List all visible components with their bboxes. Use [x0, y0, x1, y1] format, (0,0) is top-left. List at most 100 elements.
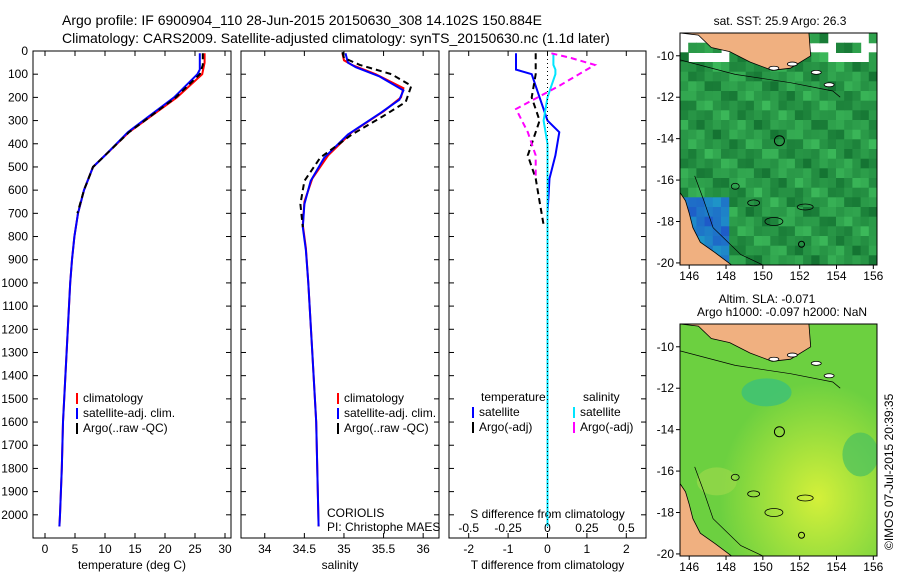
legend-label: climatology — [83, 391, 143, 405]
x-axis-label: salinity — [322, 558, 359, 572]
y-tick-label: 1100 — [2, 299, 28, 313]
legend-label: satellite-adj. clim. — [83, 406, 175, 420]
header-line-1: Argo profile: IF 6900904_110 28-Jun-2015… — [62, 12, 542, 28]
reef-outline — [730, 182, 740, 190]
x-tick-label: 36 — [416, 542, 430, 556]
x-tick-label: 146 — [679, 560, 699, 574]
x-tick-label: 150 — [753, 269, 773, 283]
y-tick-label: 1900 — [1, 485, 28, 499]
x-tick-label: 146 — [679, 269, 699, 283]
y-tick-label: 1200 — [1, 322, 28, 336]
x-tick-label: 5 — [72, 542, 79, 556]
sla-low-patch — [842, 432, 877, 477]
x2-tick-label: -0.25 — [494, 521, 522, 535]
sla-map-title: Altim. SLA: -0.071 — [719, 292, 816, 306]
series-line — [526, 53, 545, 226]
sst-map: sat. SST: 25.9 Argo: 26.3 146 148 150 152 154… — [657, 14, 884, 283]
legend-title-salinity: salinity — [583, 390, 620, 404]
y-tick-label: 800 — [8, 230, 28, 244]
x-tick-label: 2 — [623, 542, 630, 556]
salinity-chart: 34 34.5 35 35.5 36 salinity climatologysatelli… — [240, 50, 440, 572]
x-tick-label: -2 — [463, 542, 474, 556]
sla-high-patch — [696, 467, 737, 496]
x-tick-label: 1 — [584, 542, 591, 556]
depth-contour — [694, 175, 764, 265]
land-australia — [680, 482, 733, 556]
y-tick-label: -14 — [657, 423, 675, 437]
x-tick-label: 15 — [128, 542, 142, 556]
reef-outline — [747, 490, 761, 498]
x-tick-label: 35.5 — [372, 542, 396, 556]
y-tick-label: -10 — [657, 49, 675, 63]
y-tick-label: 100 — [8, 67, 28, 81]
x-tick-label: 35 — [337, 542, 351, 556]
island — [823, 82, 835, 88]
y-tick-label: 2000 — [1, 508, 28, 522]
y-tick-label: 1500 — [1, 392, 28, 406]
x-tick-label: 156 — [863, 560, 883, 574]
y-tick-label: 600 — [8, 183, 28, 197]
plot-frame — [240, 50, 440, 539]
x-axis-label: T difference from climatology — [471, 558, 625, 572]
argo-position-marker — [798, 240, 806, 248]
reef-outline — [764, 217, 784, 226]
header-line-2: Climatology: CARS2009. Satellite-adjuste… — [62, 30, 610, 46]
x-tick-label: 10 — [98, 542, 112, 556]
y-tick-label: -16 — [657, 173, 675, 187]
island — [823, 373, 835, 379]
legend-label: climatology — [344, 391, 404, 405]
island — [786, 61, 798, 67]
y-tick-label: 1400 — [1, 369, 28, 383]
land-australia — [680, 191, 733, 265]
legend-label: satellite — [479, 405, 520, 419]
annotation-coriolis: CORIOLIS — [327, 506, 384, 520]
y-tick-label: 0 — [21, 44, 28, 58]
island — [810, 360, 822, 366]
legend-label: Argo(-adj) — [479, 420, 532, 434]
x-axis-label: temperature (deg C) — [78, 558, 186, 572]
y-tick-label: 400 — [8, 137, 28, 151]
x2-tick-label: 0.5 — [618, 521, 635, 535]
legend-label: Argo(-adj) — [580, 420, 633, 434]
depth-contour — [694, 466, 764, 556]
series-line — [301, 53, 405, 527]
sla-low-patch — [741, 378, 792, 407]
reef-outline — [796, 494, 814, 502]
y-tick-label: 1800 — [1, 461, 28, 475]
y-tick-label: -18 — [657, 506, 675, 520]
legend-label: satellite-adj. clim. — [344, 406, 436, 420]
plot-frame — [32, 50, 232, 539]
y-tick-label: -12 — [657, 381, 675, 395]
argo-position-marker — [798, 531, 806, 539]
x-tick-label: 0 — [42, 542, 49, 556]
y-tick-label: -18 — [657, 215, 675, 229]
y-tick-label: 1000 — [1, 276, 28, 290]
sst-map-title: sat. SST: 25.9 Argo: 26.3 — [714, 14, 847, 28]
reef-outline — [730, 473, 740, 481]
y-tick-label: -20 — [657, 256, 675, 270]
y-tick-label: 900 — [8, 253, 28, 267]
x-tick-label: 0 — [544, 542, 551, 556]
reef-outline — [796, 203, 814, 211]
x-tick-label: 30 — [218, 542, 232, 556]
land-new-guinea — [680, 324, 812, 362]
y-tick-label: -14 — [657, 132, 675, 146]
series-line — [542, 53, 557, 527]
reef-outline — [764, 508, 784, 517]
depth-contour — [680, 350, 841, 389]
annotation-pi: PI: Christophe MAES — [327, 520, 440, 534]
x2-tick-label: -0.5 — [458, 521, 479, 535]
series-line — [299, 51, 413, 228]
y-tick-label: 1700 — [1, 438, 28, 452]
y-tick-label: 500 — [8, 160, 28, 174]
island — [786, 352, 798, 358]
island — [810, 69, 822, 75]
x-tick-label: 34.5 — [293, 542, 317, 556]
series-line — [76, 53, 204, 214]
x-tick-label: 34 — [258, 542, 272, 556]
y-tick-label: 200 — [8, 90, 28, 104]
island — [768, 65, 780, 71]
sla-map-title-2: Argo h1000: -0.097 h2000: NaN — [697, 305, 867, 319]
